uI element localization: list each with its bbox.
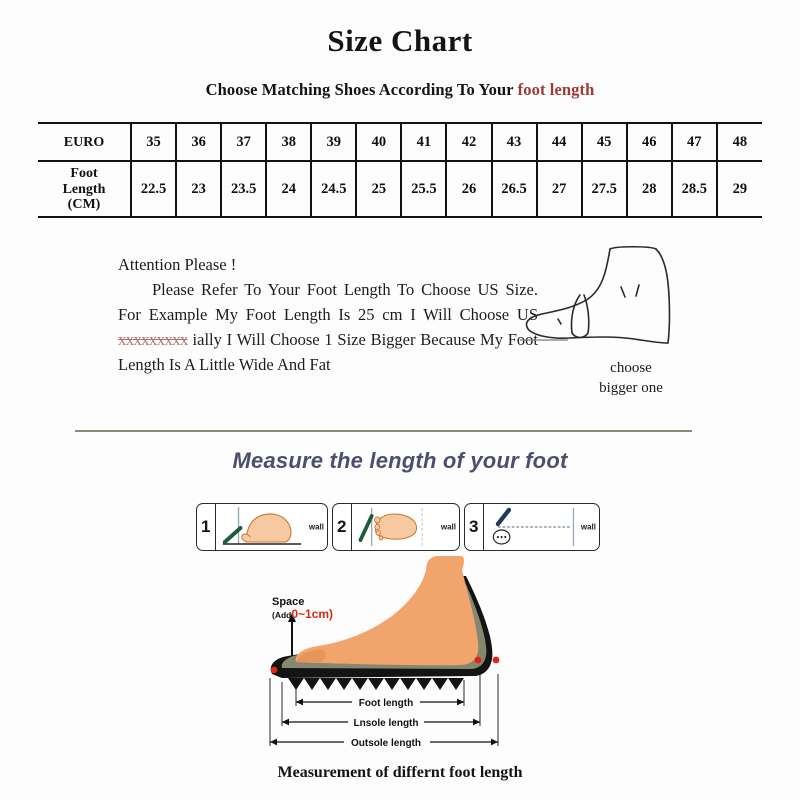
- measure-step-3: 3 wall: [464, 503, 600, 551]
- space-add-text: (Add: [272, 610, 292, 620]
- insole-length-label-bg: [348, 715, 424, 729]
- euro-cell: 42: [445, 122, 492, 163]
- foot-length-cell: 28: [625, 161, 672, 219]
- subtitle-plain-text: Choose Matching Shoes According To Your: [205, 80, 518, 100]
- step-2-illustration: [353, 504, 439, 550]
- foot-label-line-2: Length: [62, 181, 106, 197]
- foot-length-cell: 25.5: [400, 161, 447, 219]
- euro-cell: 36: [175, 122, 222, 163]
- choose-note-line2: bigger one: [599, 380, 663, 396]
- space-value-text: 0~1cm): [291, 607, 334, 621]
- size-table: EURO 35 36 37 38 39 40 41 42 43 44 45 46…: [38, 122, 762, 219]
- euro-cell: 45: [580, 122, 627, 163]
- euro-cell: 46: [625, 122, 672, 163]
- foot-length-cell: 22.5: [129, 161, 177, 219]
- row-header-euro: EURO: [38, 122, 131, 163]
- choose-note-line1: choose: [610, 360, 652, 376]
- size-table-wrapper: EURO 35 36 37 38 39 40 41 42 43 44 45 46…: [38, 122, 762, 219]
- foot-length-cell: 23.5: [220, 161, 267, 219]
- euro-cell: 39: [310, 122, 357, 163]
- attention-block: Attention Please ! Please Refer To Your …: [118, 252, 538, 377]
- foot-length-cell: 29: [715, 161, 762, 219]
- step-number: 2: [337, 517, 347, 536]
- euro-cell: 43: [490, 122, 537, 163]
- wall-label: wall: [580, 522, 596, 532]
- page-subtitle: Choose Matching Shoes According To Your …: [0, 80, 800, 100]
- measure-point-heel-outsole: [492, 656, 500, 664]
- attention-body: Please Refer To Your Foot Length To Choo…: [118, 277, 538, 377]
- foot-length-cell: 24.5: [310, 161, 357, 219]
- outsole-length-label: Outsole length: [351, 738, 421, 749]
- foot-length-cell: 28.5: [670, 161, 717, 219]
- measuring-tape-icon: [492, 507, 575, 546]
- section-divider: [75, 430, 692, 432]
- euro-cell: 47: [670, 122, 717, 163]
- table-row-euro: EURO 35 36 37 38 39 40 41 42 43 44 45 46…: [38, 122, 762, 163]
- foot-length-cell: 26: [445, 161, 492, 219]
- outsole-length-label-bg: [344, 735, 430, 749]
- step-number-divider: [215, 504, 216, 550]
- step-1-illustration: [217, 504, 307, 550]
- table-row-foot-length: Foot Length (CM) 22.5 23 23.5 24 24.5 25…: [38, 161, 762, 219]
- measure-step-2: 2 wall: [332, 503, 460, 551]
- step-3-illustration: [485, 504, 579, 550]
- page-title: Size Chart: [327, 23, 473, 58]
- measure-point-toe: [270, 666, 278, 674]
- insole-length-label: Lnsole length: [354, 718, 419, 729]
- foot-length-cell: 24: [265, 161, 312, 219]
- attention-heading: Attention Please !: [118, 255, 237, 274]
- attention-text-part2: ially I Will Choose 1 Size Bigger Becaus…: [118, 330, 538, 374]
- step-number-divider: [351, 504, 352, 550]
- euro-cell: 48: [715, 122, 762, 163]
- space-annotation-line2: (Add0~1cm): [272, 608, 333, 621]
- euro-cell: 40: [355, 122, 402, 163]
- measure-point-heel-insole: [474, 656, 482, 664]
- measure-step-1: 1 wall: [196, 503, 328, 551]
- wall-label: wall: [440, 522, 456, 532]
- step-number-divider: [483, 504, 484, 550]
- foot-length-label-bg: [352, 695, 420, 709]
- wall-label: wall: [308, 522, 324, 532]
- leg-shape: [426, 556, 464, 570]
- choose-bigger-note: choose bigger one: [556, 358, 706, 398]
- diagram-caption: Measurement of differnt foot length: [277, 764, 523, 781]
- foot-shape: [295, 570, 479, 666]
- foot-label-line-1: Foot: [70, 166, 98, 182]
- space-arrow: [288, 613, 296, 656]
- euro-cell: 35: [129, 122, 177, 163]
- foot-measurement-diagram: Foot length Lnsole length Outsole length: [252, 556, 552, 756]
- foot-side-against-wall-icon: [222, 507, 302, 545]
- size-table-body: EURO 35 36 37 38 39 40 41 42 43 44 45 46…: [38, 122, 762, 219]
- foot-outline-icon: [520, 245, 671, 344]
- measure-steps: 1 wall 2: [196, 503, 600, 551]
- toe-highlight: [296, 649, 326, 662]
- foot-length-cell: 26.5: [490, 161, 537, 219]
- foot-length-cell: 25: [355, 161, 402, 219]
- subtitle-accent-text: foot length: [517, 80, 595, 100]
- foot-profile-sketch: [518, 243, 728, 373]
- foot-length-cell: 27.5: [580, 161, 627, 219]
- euro-cell: 44: [535, 122, 582, 163]
- foot-label-line-3: (CM): [67, 196, 101, 212]
- euro-cell: 41: [400, 122, 447, 163]
- shoe-tread: [288, 678, 464, 690]
- euro-cell: 37: [220, 122, 267, 163]
- space-annotation-line1: Space: [272, 596, 305, 608]
- foot-length-cell: 27: [535, 161, 582, 219]
- attention-text-part1: Please Refer To Your Foot Length To Choo…: [118, 280, 538, 324]
- foot-length-label: Foot length: [359, 698, 413, 709]
- row-header-foot-length: Foot Length (CM): [38, 161, 131, 219]
- measure-section-title: Measure the length of your foot: [232, 448, 568, 473]
- step-number: 1: [201, 517, 211, 536]
- foot-top-view-marking-icon: [358, 508, 423, 546]
- foot-length-cell: 23: [175, 161, 222, 219]
- space-annotation: Space (Add0~1cm): [272, 596, 333, 621]
- attention-redacted-text: xxxxxxxxx: [118, 330, 188, 349]
- euro-cell: 38: [265, 122, 312, 163]
- foot-in-shoe-cross-section-icon: Foot length Lnsole length Outsole length: [269, 556, 500, 749]
- step-number: 3: [469, 517, 479, 536]
